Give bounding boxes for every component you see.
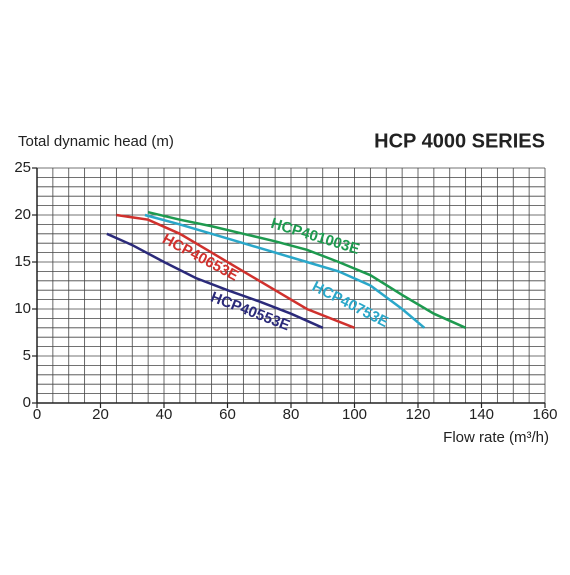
x-tick-label: 0 xyxy=(33,406,41,423)
x-tick-label: 80 xyxy=(283,406,300,423)
y-tick-label: 25 xyxy=(14,159,31,176)
y-tick-label: 15 xyxy=(14,253,31,270)
x-tick-label: 100 xyxy=(342,406,367,423)
chart-title: HCP 4000 SERIES xyxy=(374,130,545,152)
x-tick-label: 160 xyxy=(532,406,557,423)
y-tick-label: 10 xyxy=(14,300,31,317)
y-tick-label: 20 xyxy=(14,206,31,223)
series-label: HCP40753E xyxy=(309,278,391,331)
x-tick-label: 60 xyxy=(219,406,236,423)
x-axis-label: Flow rate (m³/h) xyxy=(443,429,549,446)
y-axis-label: Total dynamic head (m) xyxy=(18,133,174,150)
x-tick-label: 40 xyxy=(156,406,173,423)
y-tick-label: 0 xyxy=(23,394,31,411)
x-tick-label: 20 xyxy=(92,406,109,423)
x-tick-label: 140 xyxy=(469,406,494,423)
series-line xyxy=(147,210,467,329)
series-line xyxy=(144,213,426,329)
x-tick-label: 120 xyxy=(405,406,430,423)
series-line xyxy=(106,232,324,329)
y-tick-label: 5 xyxy=(23,347,31,364)
series-label: HCP401003E xyxy=(269,215,362,258)
series-line xyxy=(116,213,355,329)
